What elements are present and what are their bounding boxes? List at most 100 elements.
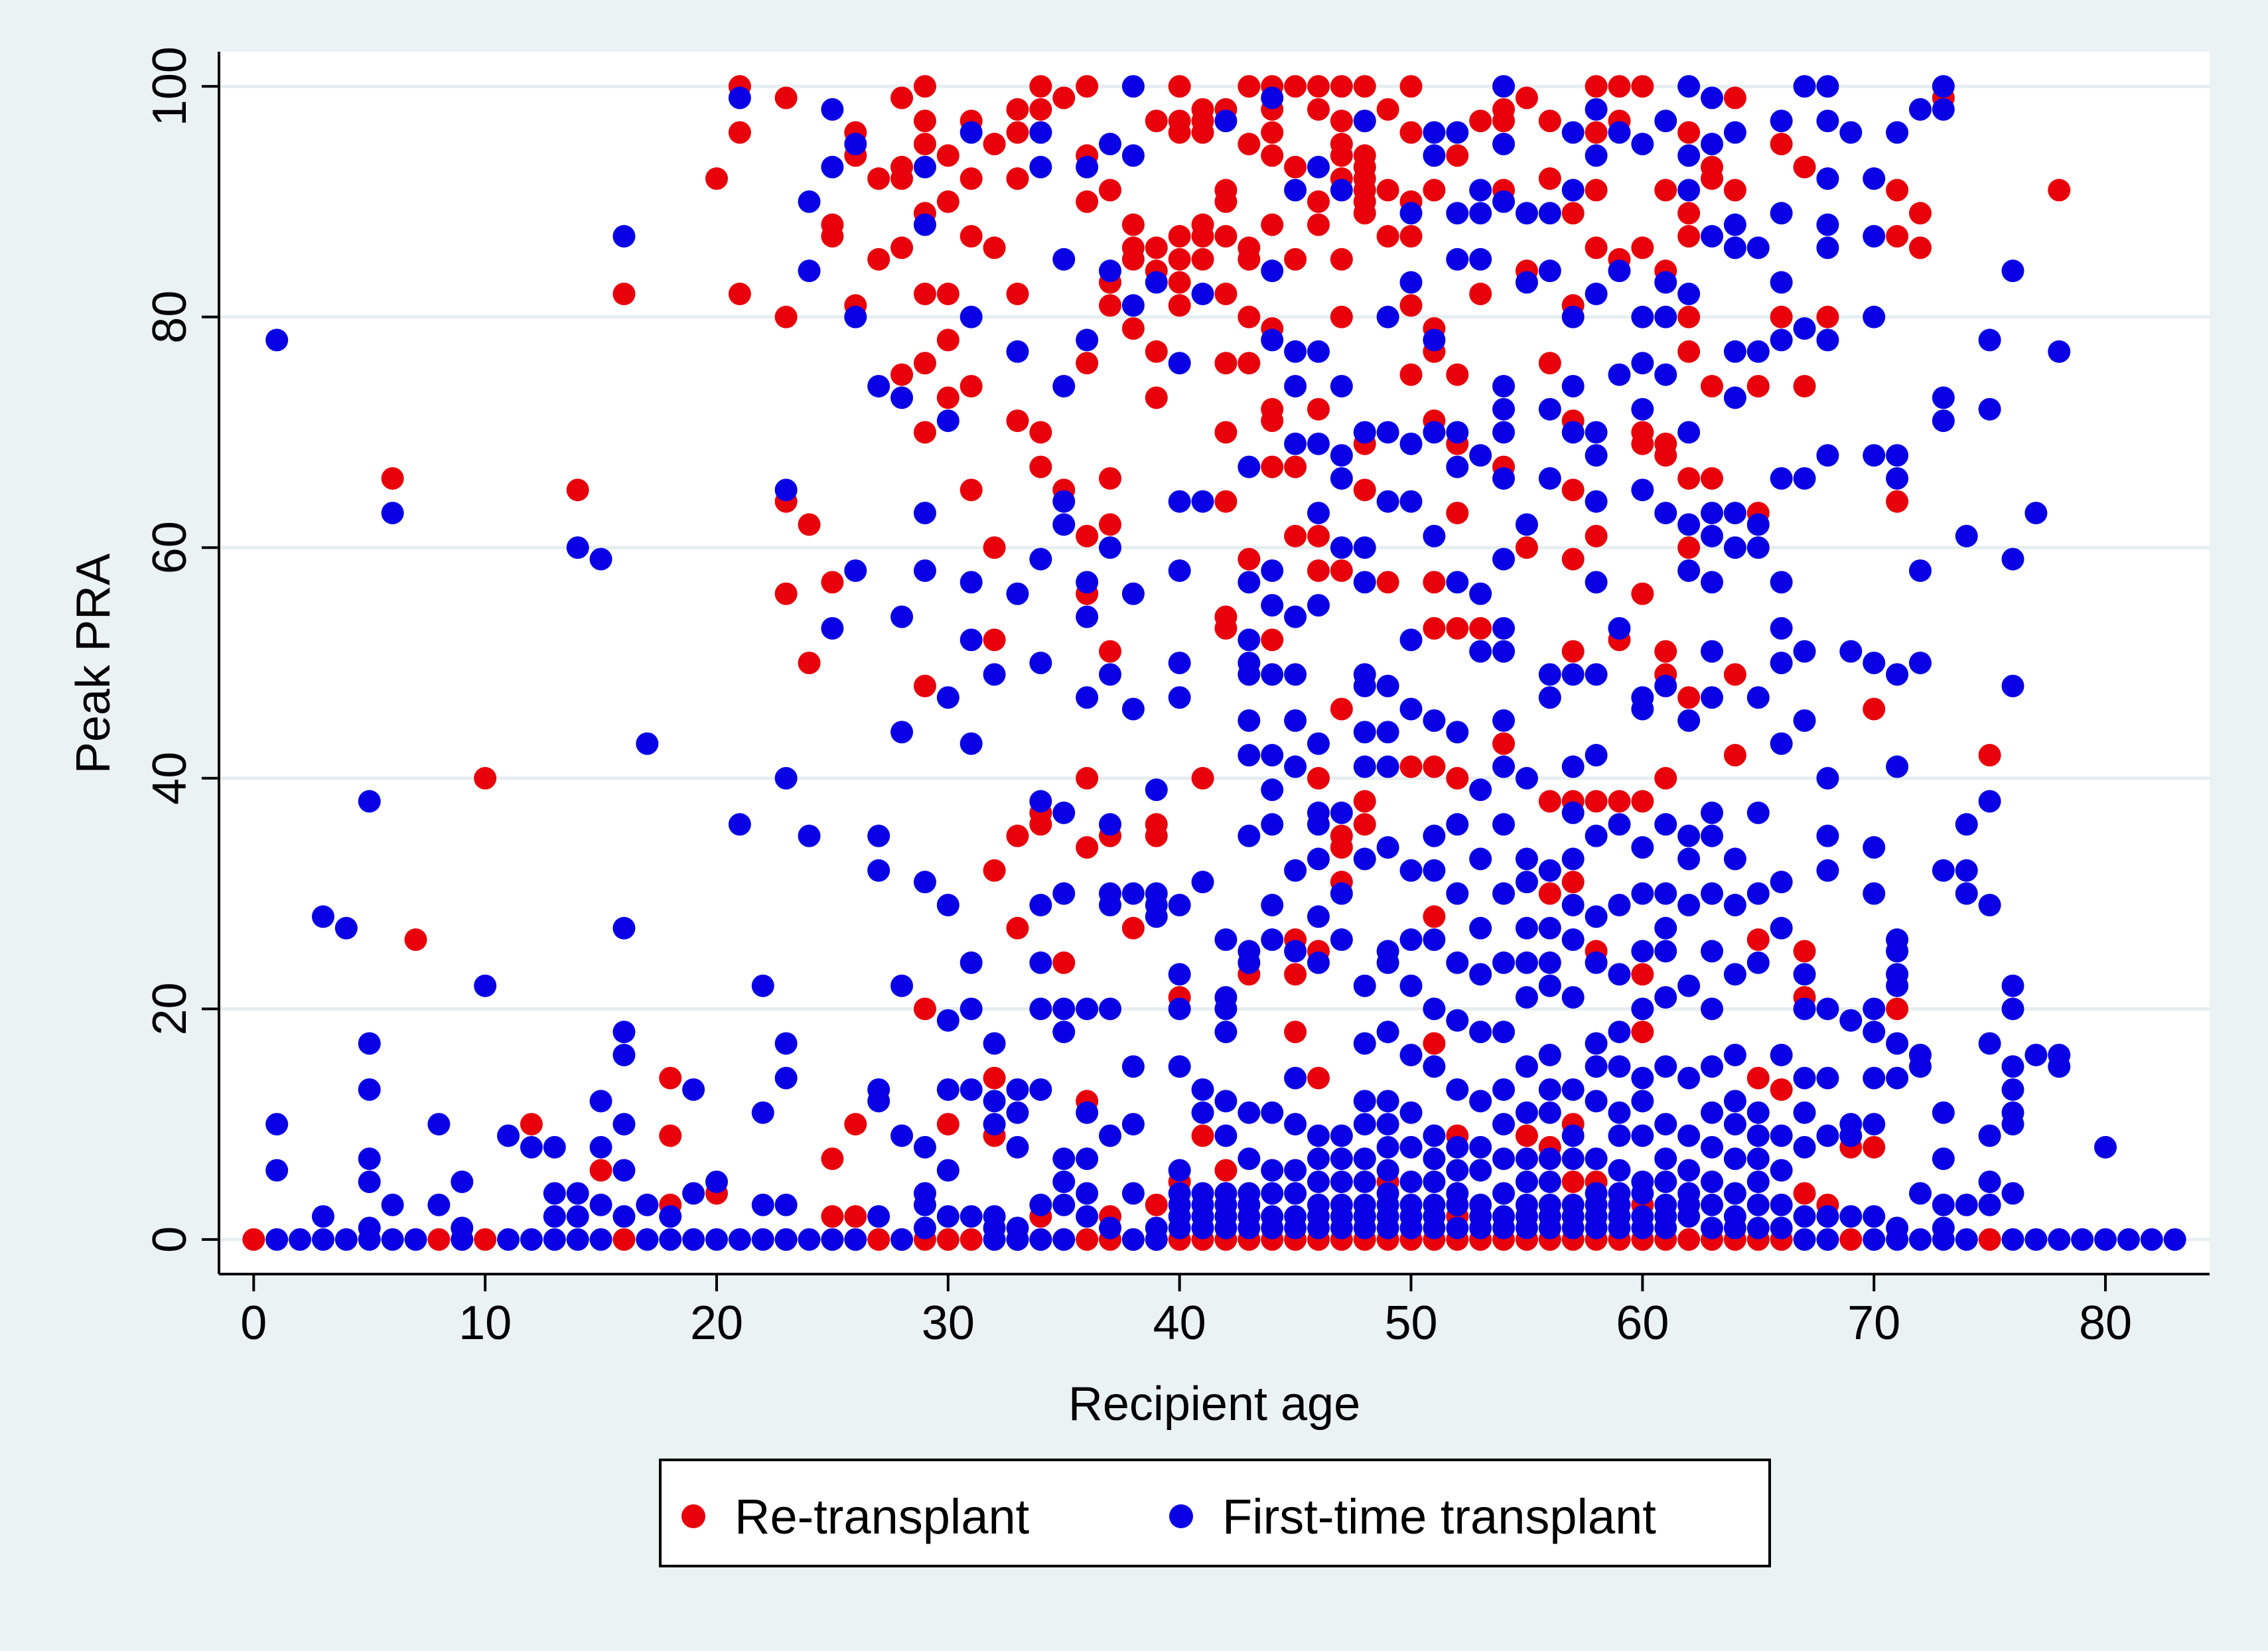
point-first-time-transplant [1353, 1032, 1376, 1055]
point-first-time-transplant [1399, 928, 1423, 952]
point-re-transplant [1145, 386, 1168, 409]
point-first-time-transplant [659, 1205, 682, 1228]
point-first-time-transplant [1492, 1078, 1516, 1101]
point-first-time-transplant [1538, 1101, 1561, 1124]
point-first-time-transplant [1701, 1055, 1723, 1078]
point-first-time-transplant [1399, 859, 1423, 882]
point-first-time-transplant [890, 386, 914, 409]
point-first-time-transplant [1492, 882, 1516, 905]
point-re-transplant [1723, 86, 1746, 109]
point-first-time-transplant [1701, 640, 1723, 663]
point-re-transplant [1886, 997, 1909, 1021]
point-first-time-transplant [1492, 190, 1516, 213]
point-first-time-transplant [1076, 571, 1099, 594]
point-first-time-transplant [936, 686, 959, 709]
point-re-transplant [1446, 502, 1469, 525]
point-first-time-transplant [1006, 340, 1029, 363]
point-first-time-transplant [1793, 317, 1816, 340]
point-first-time-transplant [844, 305, 867, 328]
point-re-transplant [1307, 766, 1330, 790]
point-re-transplant [728, 121, 751, 144]
point-re-transplant [1908, 236, 1932, 259]
point-re-transplant [1191, 1124, 1214, 1147]
point-first-time-transplant [1029, 997, 1052, 1021]
point-first-time-transplant [1006, 1078, 1029, 1101]
point-re-transplant [659, 1124, 682, 1147]
point-re-transplant [1399, 363, 1423, 386]
point-first-time-transplant [1677, 179, 1701, 202]
point-first-time-transplant [1191, 1078, 1214, 1101]
point-first-time-transplant [682, 1078, 705, 1101]
point-first-time-transplant [1608, 1124, 1631, 1147]
point-re-transplant [1307, 524, 1330, 547]
point-first-time-transplant [1608, 121, 1631, 144]
point-re-transplant [1886, 490, 1909, 513]
point-first-time-transplant [1631, 940, 1654, 963]
point-first-time-transplant [358, 1228, 381, 1251]
point-first-time-transplant [913, 1216, 936, 1240]
point-re-transplant [1908, 202, 1932, 225]
point-first-time-transplant [1284, 663, 1307, 686]
point-first-time-transplant [1330, 444, 1353, 467]
point-re-transplant [1168, 75, 1191, 98]
point-first-time-transplant [1029, 1228, 1052, 1251]
point-first-time-transplant [1908, 1055, 1932, 1078]
point-re-transplant [1353, 202, 1376, 225]
point-first-time-transplant [1863, 1021, 1886, 1044]
point-first-time-transplant [265, 328, 289, 352]
point-first-time-transplant [1191, 282, 1214, 305]
point-first-time-transplant [612, 1205, 636, 1228]
point-re-transplant [1330, 836, 1353, 859]
point-first-time-transplant [1561, 847, 1585, 871]
point-first-time-transplant [1330, 467, 1353, 490]
point-first-time-transplant [2001, 1113, 2024, 1136]
point-first-time-transplant [1076, 1147, 1099, 1171]
point-re-transplant [1677, 121, 1701, 144]
point-first-time-transplant [1423, 524, 1446, 547]
point-first-time-transplant [543, 1135, 566, 1159]
point-first-time-transplant [358, 790, 381, 813]
point-first-time-transplant [1376, 951, 1399, 974]
point-first-time-transplant [1654, 1216, 1677, 1240]
point-first-time-transplant [589, 1228, 612, 1251]
point-re-transplant [1330, 305, 1353, 328]
point-re-transplant [1238, 305, 1261, 328]
point-re-transplant [1561, 547, 1585, 571]
point-first-time-transplant [728, 813, 751, 836]
point-first-time-transplant [1168, 893, 1191, 916]
point-re-transplant [1076, 1228, 1099, 1251]
point-first-time-transplant [1585, 951, 1608, 974]
point-first-time-transplant [1701, 524, 1723, 547]
point-first-time-transplant [1099, 536, 1122, 559]
point-first-time-transplant [1608, 259, 1631, 283]
point-first-time-transplant [1446, 1159, 1469, 1182]
point-first-time-transplant [936, 1205, 959, 1228]
point-first-time-transplant [1770, 1043, 1793, 1066]
x-axis-ticks: 0 10 20 30 40 50 60 70 80 [240, 1274, 2132, 1350]
point-first-time-transplant [959, 571, 983, 594]
point-re-transplant [1145, 236, 1168, 259]
point-first-time-transplant [1585, 663, 1608, 686]
point-first-time-transplant [1307, 1170, 1330, 1193]
point-re-transplant [1353, 75, 1376, 98]
point-first-time-transplant [1353, 421, 1376, 444]
point-first-time-transplant [1052, 1170, 1076, 1193]
point-first-time-transplant [1261, 813, 1284, 836]
point-re-transplant [1238, 248, 1261, 271]
point-first-time-transplant [1816, 236, 1839, 259]
point-first-time-transplant [1168, 1216, 1191, 1240]
point-first-time-transplant [1052, 490, 1076, 513]
point-first-time-transplant [1469, 778, 1492, 802]
point-first-time-transplant [1654, 1113, 1677, 1136]
point-re-transplant [774, 582, 798, 605]
x-tick-label: 50 [1384, 1297, 1437, 1350]
point-first-time-transplant [1029, 790, 1052, 813]
point-re-transplant [1238, 547, 1261, 571]
point-first-time-transplant [1492, 709, 1516, 732]
point-re-transplant [1076, 836, 1099, 859]
point-re-transplant [1561, 640, 1585, 663]
point-first-time-transplant [1052, 1021, 1076, 1044]
point-first-time-transplant [1585, 1216, 1608, 1240]
point-re-transplant [1677, 202, 1701, 225]
point-re-transplant [1515, 86, 1538, 109]
